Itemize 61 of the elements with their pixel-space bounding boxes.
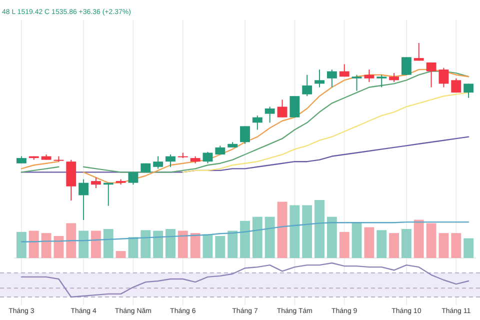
candlestick xyxy=(401,56,412,76)
bar xyxy=(91,230,101,258)
candlestick xyxy=(464,83,474,98)
candlestick xyxy=(128,172,138,186)
bar xyxy=(277,202,288,258)
candlestick xyxy=(202,151,213,164)
candlestick xyxy=(153,156,164,170)
candlestick xyxy=(451,78,462,94)
bar xyxy=(16,232,26,258)
candlestick xyxy=(314,69,324,88)
candlestick xyxy=(438,67,449,88)
candlestick xyxy=(339,64,350,78)
candlestick xyxy=(426,62,436,88)
candlestick xyxy=(240,126,250,144)
bar xyxy=(352,222,362,258)
bar xyxy=(389,233,399,258)
candlestick xyxy=(78,178,89,220)
bar xyxy=(28,230,39,258)
bar xyxy=(314,200,324,258)
candlestick xyxy=(252,115,262,130)
bar xyxy=(264,216,275,258)
bar xyxy=(451,233,462,258)
candlestick xyxy=(264,106,275,124)
bar xyxy=(41,233,52,258)
bar xyxy=(103,229,114,258)
bar xyxy=(128,237,138,258)
bar xyxy=(178,230,188,258)
bar xyxy=(190,233,200,258)
bar xyxy=(153,230,164,258)
bar xyxy=(228,230,238,258)
bar xyxy=(240,220,250,258)
bar xyxy=(401,229,412,258)
bar xyxy=(376,230,387,258)
bar xyxy=(66,223,76,258)
bar xyxy=(364,227,374,258)
bar xyxy=(54,236,64,258)
bar xyxy=(166,229,176,258)
bar xyxy=(252,216,262,258)
bar xyxy=(290,205,300,258)
candlestick xyxy=(166,154,176,168)
candlestick xyxy=(376,74,387,88)
bar xyxy=(426,223,436,258)
bar xyxy=(438,233,449,258)
candlestick xyxy=(91,177,101,189)
bar xyxy=(414,220,424,258)
bar xyxy=(140,230,151,258)
bar xyxy=(464,238,474,258)
candlestick xyxy=(352,74,362,92)
bar xyxy=(215,236,226,258)
bar xyxy=(326,216,337,258)
candlestick xyxy=(326,69,337,88)
candlestick xyxy=(364,69,374,82)
candlestick xyxy=(277,99,288,118)
candlestick xyxy=(290,96,300,118)
candlestick xyxy=(302,74,312,97)
bar xyxy=(302,205,312,258)
bar xyxy=(78,230,89,258)
bar xyxy=(202,234,213,258)
bar xyxy=(116,251,126,258)
bar xyxy=(339,232,350,258)
candlestick xyxy=(414,42,424,62)
